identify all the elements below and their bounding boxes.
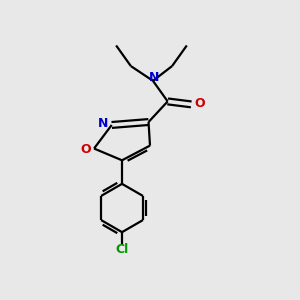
Text: N: N	[149, 71, 160, 84]
Text: O: O	[80, 142, 91, 156]
Text: O: O	[195, 97, 206, 110]
Text: N: N	[98, 117, 109, 130]
Text: Cl: Cl	[116, 243, 129, 256]
